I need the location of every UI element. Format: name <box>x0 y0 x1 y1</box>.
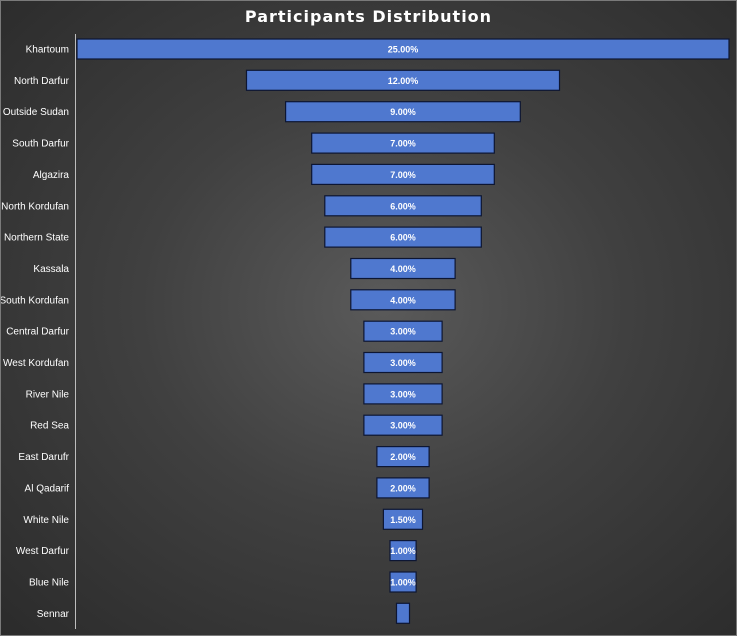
data-label: 3.00% <box>390 327 416 337</box>
category-label: West Darfur <box>16 546 70 557</box>
data-label: 2.00% <box>390 452 416 462</box>
data-label: 7.00% <box>390 139 416 149</box>
data-label: 4.00% <box>390 295 416 305</box>
category-label: Blue Nile <box>29 578 69 589</box>
funnel-bar <box>363 383 443 405</box>
data-label: 3.00% <box>390 358 416 368</box>
funnel-bar <box>350 257 456 280</box>
category-label: Sennar <box>37 609 70 620</box>
category-label: Central Darfur <box>6 327 69 338</box>
data-label: 2.00% <box>390 483 416 493</box>
funnel-bar <box>285 101 521 123</box>
category-label: Algazira <box>33 170 70 181</box>
funnel-bar <box>382 508 424 530</box>
category-label: South Kordufan <box>1 295 69 306</box>
category-label: Red Sea <box>30 421 69 432</box>
category-label: North Darfur <box>14 76 70 87</box>
data-label: 12.00% <box>388 76 419 86</box>
funnel-bar <box>389 539 417 562</box>
funnel-bar <box>311 163 495 185</box>
data-label: 25.00% <box>388 45 419 55</box>
category-label: North Kordufan <box>1 201 69 212</box>
funnel-bar <box>350 289 456 311</box>
funnel-bar <box>324 195 482 217</box>
category-label: White Nile <box>23 515 69 526</box>
funnel-bar <box>376 477 430 499</box>
funnel-bar <box>311 132 495 154</box>
funnel-bar <box>376 446 430 468</box>
data-label: 1.00% <box>390 578 416 588</box>
category-label: Khartoum <box>26 45 69 56</box>
category-label: Northern State <box>4 233 69 244</box>
category-label: West Kordufan <box>3 358 69 369</box>
funnel-bar <box>395 602 411 624</box>
funnel-bar <box>245 69 561 91</box>
category-label: South Darfur <box>12 139 69 150</box>
data-label: 7.00% <box>390 170 416 180</box>
data-label: 6.00% <box>390 233 416 243</box>
funnel-bar <box>363 351 443 374</box>
funnel-bar <box>76 38 730 60</box>
category-label: Kassala <box>33 264 69 275</box>
data-label: 4.00% <box>390 264 416 274</box>
chart-title: Participants Distribution <box>244 7 493 26</box>
bars-layer: 25.00% 12.00% 9.00% 7.00% 7.00% 6.00% 6.00% 4.0… <box>76 38 730 624</box>
category-labels: Khartoum North Darfur Outside Sudan South D… <box>1 45 70 620</box>
data-label: 1.50% <box>390 515 416 525</box>
data-label: 9.00% <box>390 107 416 117</box>
category-label: Al Qadarif <box>25 483 70 494</box>
data-label: 3.00% <box>390 421 416 431</box>
data-label: 1.00% <box>390 546 416 556</box>
data-label: 3.00% <box>390 389 416 399</box>
category-label: Outside Sudan <box>3 107 69 118</box>
category-label: East Darufr <box>18 452 69 463</box>
funnel-bar <box>324 226 482 248</box>
funnel-bar <box>363 320 443 342</box>
data-label: 6.00% <box>390 201 416 211</box>
category-label: River Nile <box>26 389 70 400</box>
funnel-bar <box>389 571 417 593</box>
funnel-bar <box>363 414 443 436</box>
